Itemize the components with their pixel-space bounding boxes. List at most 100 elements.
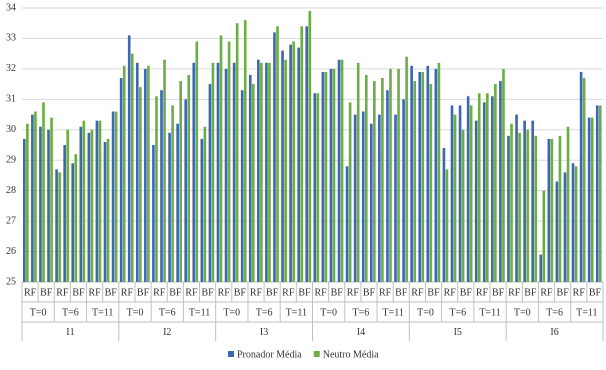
y-tick-label: 33 [6,33,16,44]
bar [63,145,66,282]
subgroup-label: T=11 [382,307,403,318]
x-tick-label: RF [411,287,424,298]
bar [163,59,166,282]
bar [485,93,489,282]
bar [482,102,486,282]
bar [469,105,473,282]
y-tick-label: 30 [6,124,16,135]
bar [332,68,336,282]
bar [155,96,158,283]
bar [71,163,75,282]
x-tick-label: BF [460,287,473,298]
bar [458,105,462,282]
y-tick-label: 34 [6,2,16,13]
y-tick-label: 27 [6,215,16,226]
subgroup-label: T=6 [256,307,273,318]
bar [211,62,215,282]
bar [297,47,300,283]
bar [523,120,526,283]
y-tick-label: 31 [6,94,16,105]
bar [160,90,163,282]
bar [168,132,171,282]
group-label: I2 [163,327,171,338]
bar [308,11,312,283]
legend-label: Neutro Média [323,349,379,360]
bar [284,59,287,282]
bar [74,154,78,282]
x-tick-label: RF [573,287,586,298]
bar [265,62,268,282]
bar [550,138,554,282]
x-tick-label: RF [314,287,327,298]
bar [429,84,433,282]
bar [122,65,126,282]
group-label: I1 [66,327,74,338]
y-tick-label: 25 [6,276,16,287]
bar [364,74,368,282]
y-tick-label: 28 [6,185,16,196]
subgroup-label: T=0 [514,307,531,318]
bar [289,44,292,283]
bar [566,126,570,282]
bar [373,81,376,282]
bar [348,102,352,282]
bar [450,105,454,282]
bar [66,129,70,282]
bar [55,169,58,282]
bar [300,26,304,283]
x-tick-label: RF [218,287,231,298]
subgroup-label: T=0 [417,307,434,318]
bar [389,68,392,282]
bar [144,68,147,282]
x-tick-label: RF [250,287,263,298]
legend-label: Pronador Média [237,349,302,360]
subgroup-label: T=11 [92,307,113,318]
x-tick-label: BF [395,287,408,298]
bar [499,81,502,282]
bar [397,68,400,282]
bar [171,105,174,282]
bar [531,120,535,283]
x-tick-label: RF [153,287,166,298]
group-label: I6 [550,327,558,338]
bar [507,135,510,282]
bar [477,93,481,282]
bar [127,35,131,283]
x-tick-label: BF [298,287,311,298]
bar [321,71,325,282]
x-tick-label: RF [282,287,295,298]
bar [324,71,328,282]
bar [421,71,425,282]
legend-swatch [228,351,234,357]
bar [305,26,309,283]
bar [361,111,365,282]
bar [235,23,239,282]
bar [26,123,29,282]
subgroup-label: T=11 [576,307,597,318]
x-tick-label: BF [137,287,150,298]
bar [240,90,244,282]
x-tick-label: BF [234,287,247,298]
bar [405,56,408,282]
bar [461,129,465,282]
bar [316,93,320,282]
x-tick-label: BF [72,287,85,298]
bar [227,41,231,282]
bar [402,99,405,282]
bar [103,141,107,282]
subgroup-label: T=0 [320,307,337,318]
bar [208,84,212,282]
bar [114,111,118,282]
bar [410,65,413,282]
bar [466,96,470,283]
bar [426,65,430,282]
bar [386,90,389,282]
x-tick-label: RF [508,287,521,298]
bar [139,87,142,283]
bar [184,99,188,282]
legend-swatch [313,351,320,357]
bar [539,254,543,282]
bar [571,163,575,282]
subgroup-label: T=6 [62,307,79,318]
